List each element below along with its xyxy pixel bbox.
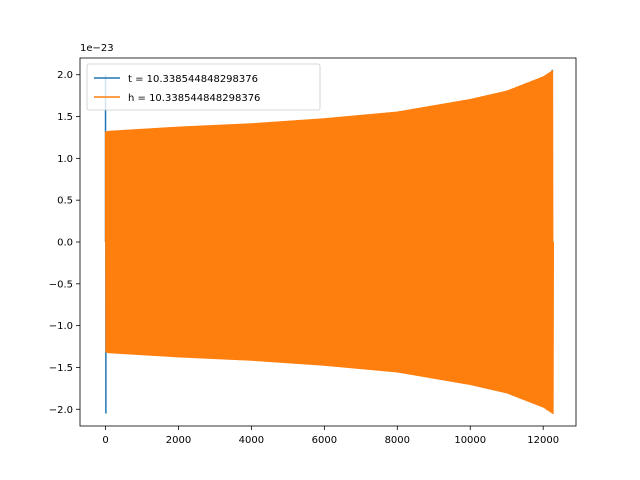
series-line-h: [104, 70, 554, 415]
y-tick-label: 0.0: [57, 238, 73, 249]
y-axis-offset-label: 1e−23: [80, 43, 114, 54]
y-tick-label: −1.5: [49, 363, 73, 374]
legend-box: [86, 63, 321, 111]
x-tick-label: 0: [102, 435, 108, 446]
y-tick-label: −0.5: [49, 279, 73, 290]
x-tick-label: 2000: [166, 435, 191, 446]
legend-label: h = 10.338544848298376: [128, 93, 260, 104]
x-tick-label: 12000: [527, 435, 559, 446]
y-tick-label: −1.0: [49, 321, 73, 332]
y-tick-label: −2.0: [49, 405, 73, 416]
x-tick-label: 8000: [385, 435, 410, 446]
x-tick-label: 10000: [454, 435, 486, 446]
x-tick-label: 4000: [239, 435, 264, 446]
series-layer: [104, 69, 554, 415]
plot-area: [104, 69, 554, 415]
y-tick-label: 2.0: [57, 70, 73, 81]
y-axis: −2.0 −1.5 −1.0 −0.5 0.0 0.5 1.0 1.5 2.0: [49, 70, 80, 416]
x-axis: 0 2000 4000 6000 8000 10000 12000: [102, 426, 559, 446]
y-tick-label: 1.5: [57, 112, 73, 123]
legend: t = 10.338544848298376 h = 10.33854484829…: [86, 63, 321, 111]
y-tick-label: 1.0: [57, 154, 73, 165]
legend-label: t = 10.338544848298376: [128, 74, 258, 85]
y-tick-label: 0.5: [57, 196, 73, 207]
x-tick-label: 6000: [312, 435, 337, 446]
